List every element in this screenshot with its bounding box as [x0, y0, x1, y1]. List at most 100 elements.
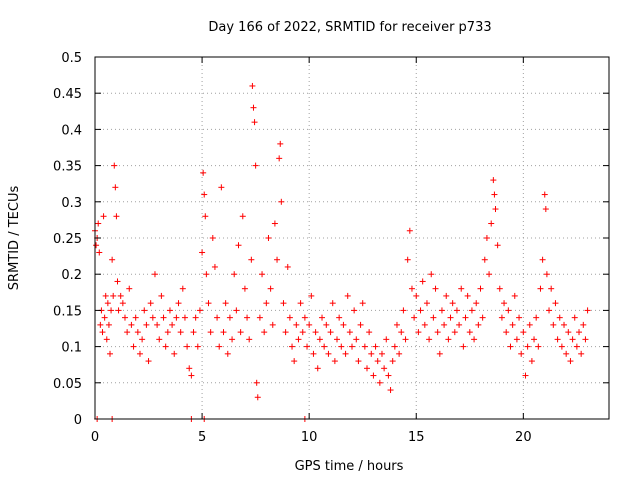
data-point: [441, 321, 448, 328]
data-point: [449, 300, 456, 307]
data-point: [535, 343, 542, 350]
data-point: [162, 343, 169, 350]
chart-title: Day 166 of 2022, SRMTID for receiver p73…: [208, 20, 491, 35]
data-point: [252, 162, 259, 169]
data-point: [199, 249, 206, 256]
data-point: [421, 321, 428, 328]
data-point: [222, 300, 229, 307]
data-point: [417, 307, 424, 314]
data-point: [121, 314, 128, 321]
data-point: [184, 343, 191, 350]
data-point: [265, 235, 272, 241]
data-point: [396, 350, 403, 357]
data-point: [319, 314, 326, 321]
data-point: [224, 350, 231, 357]
data-point: [329, 300, 336, 307]
data-point: [522, 372, 529, 379]
data-point: [537, 285, 544, 292]
data-point: [308, 292, 315, 299]
data-point: [141, 307, 148, 314]
data-point: [186, 365, 193, 372]
data-point: [488, 220, 495, 227]
data-point: [453, 307, 460, 314]
data-point: [282, 329, 289, 336]
data-point: [259, 271, 266, 278]
x-tick-label: 10: [301, 430, 318, 445]
data-point: [102, 292, 109, 299]
data-point: [460, 343, 467, 350]
data-point: [518, 350, 525, 357]
data-point: [110, 292, 117, 299]
data-point: [567, 358, 574, 365]
data-point: [576, 329, 583, 336]
data-point: [428, 271, 435, 278]
data-point: [432, 285, 439, 292]
data-point: [378, 350, 385, 357]
data-point: [312, 329, 319, 336]
data-points: [92, 82, 591, 422]
data-point: [334, 336, 341, 343]
y-tick-label: 0.2: [61, 268, 82, 283]
data-point: [143, 321, 150, 328]
data-point: [115, 307, 122, 314]
data-point: [274, 256, 281, 263]
data-point: [126, 285, 133, 292]
data-point: [556, 314, 563, 321]
data-point: [404, 256, 411, 263]
data-point: [368, 350, 375, 357]
data-point: [430, 314, 437, 321]
data-point: [385, 372, 392, 379]
data-point: [491, 191, 498, 198]
data-point: [200, 169, 207, 176]
data-point: [447, 314, 454, 321]
data-point: [406, 227, 413, 234]
data-point: [99, 329, 106, 336]
data-point: [158, 292, 165, 299]
data-point: [171, 350, 178, 357]
data-point: [419, 278, 426, 285]
data-point: [124, 329, 131, 336]
data-point: [179, 285, 186, 292]
data-point: [248, 256, 255, 263]
data-point: [97, 321, 104, 328]
data-point: [355, 358, 362, 365]
data-point: [216, 343, 223, 350]
x-tick-label: 20: [515, 430, 532, 445]
data-point: [112, 184, 119, 191]
data-point: [436, 350, 443, 357]
data-point: [552, 300, 559, 307]
data-point: [526, 321, 533, 328]
data-point: [558, 343, 565, 350]
axis-ticks: 0 0.05 0.1 0.15 0.2 0.25 0.3 0.35 0.4 0.45 0.5 0 5 10…: [53, 51, 609, 445]
data-point: [458, 285, 465, 292]
data-point: [353, 336, 360, 343]
data-point: [271, 220, 278, 227]
data-point: [226, 314, 233, 321]
y-tick-label: 0.35: [53, 160, 82, 175]
data-point: [188, 372, 195, 379]
data-point: [370, 372, 377, 379]
data-point: [541, 191, 548, 198]
data-point: [154, 321, 161, 328]
data-point: [134, 329, 141, 336]
y-tick-label: 0.4: [61, 123, 82, 138]
data-point: [316, 336, 323, 343]
data-point: [346, 329, 353, 336]
data-point: [218, 184, 225, 191]
data-point: [254, 394, 261, 401]
data-point: [211, 263, 218, 270]
data-point: [314, 365, 321, 372]
data-point: [276, 155, 283, 162]
data-point: [381, 365, 388, 372]
data-point: [398, 329, 405, 336]
data-point: [477, 285, 484, 292]
data-point: [111, 162, 118, 169]
data-point: [196, 307, 203, 314]
data-point: [423, 300, 430, 307]
y-tick-label: 0.05: [53, 377, 82, 392]
data-point: [310, 350, 317, 357]
data-point: [344, 292, 351, 299]
data-point: [473, 300, 480, 307]
